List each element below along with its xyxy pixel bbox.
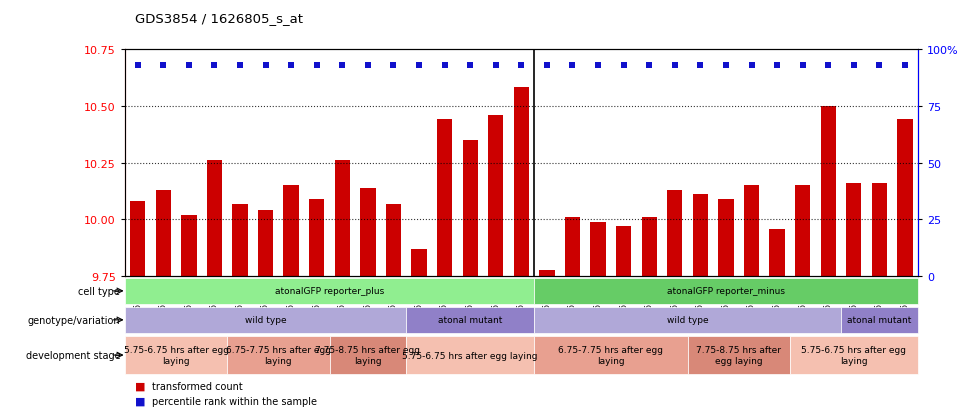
Bar <box>898 120 913 277</box>
Bar <box>514 88 529 277</box>
Bar <box>233 204 248 277</box>
Text: 6.75-7.75 hrs after egg
laying: 6.75-7.75 hrs after egg laying <box>558 346 663 365</box>
Bar <box>872 184 887 277</box>
Bar <box>565 218 580 277</box>
Bar <box>125 278 534 304</box>
Bar <box>795 186 810 277</box>
Bar <box>207 161 222 277</box>
Bar <box>360 188 376 277</box>
Bar <box>330 337 407 374</box>
Text: atonal mutant: atonal mutant <box>848 316 912 325</box>
Text: 5.75-6.75 hrs after egg
laying: 5.75-6.75 hrs after egg laying <box>124 346 229 365</box>
Bar <box>687 337 790 374</box>
Text: 6.75-7.75 hrs after egg
laying: 6.75-7.75 hrs after egg laying <box>226 346 331 365</box>
Bar <box>258 211 273 277</box>
Bar <box>182 216 197 277</box>
Bar <box>693 195 708 277</box>
Text: transformed count: transformed count <box>152 381 242 391</box>
Text: development stage: development stage <box>26 350 120 360</box>
Text: 5.75-6.75 hrs after egg
laying: 5.75-6.75 hrs after egg laying <box>801 346 906 365</box>
Bar <box>790 337 918 374</box>
Bar <box>125 337 227 374</box>
Bar <box>309 199 325 277</box>
Bar <box>385 204 401 277</box>
Text: ■: ■ <box>135 396 145 406</box>
Text: wild type: wild type <box>667 316 708 325</box>
Bar <box>462 140 478 277</box>
Bar <box>125 307 407 333</box>
Bar <box>667 190 682 277</box>
Text: atonalGFP reporter_minus: atonalGFP reporter_minus <box>667 287 785 296</box>
Text: ■: ■ <box>135 381 145 391</box>
Bar <box>770 229 785 277</box>
Bar <box>821 107 836 277</box>
Text: atonal mutant: atonal mutant <box>438 316 503 325</box>
Bar <box>846 184 861 277</box>
Bar <box>590 222 605 277</box>
Bar <box>539 270 554 277</box>
Bar <box>534 337 687 374</box>
Bar <box>334 161 350 277</box>
Bar <box>437 120 453 277</box>
Bar <box>283 186 299 277</box>
Bar <box>411 249 427 277</box>
Bar <box>488 115 504 277</box>
Bar <box>718 199 733 277</box>
Bar <box>534 278 918 304</box>
Bar <box>744 186 759 277</box>
Bar <box>642 218 657 277</box>
Text: 7.75-8.75 hrs after egg
laying: 7.75-8.75 hrs after egg laying <box>315 346 420 365</box>
Text: 5.75-6.75 hrs after egg laying: 5.75-6.75 hrs after egg laying <box>403 351 538 360</box>
Bar <box>407 337 534 374</box>
Text: atonalGFP reporter_plus: atonalGFP reporter_plus <box>275 287 384 296</box>
Text: GDS3854 / 1626805_s_at: GDS3854 / 1626805_s_at <box>135 12 303 25</box>
Bar <box>130 202 145 277</box>
Bar <box>407 307 534 333</box>
Bar <box>227 337 330 374</box>
Text: cell type: cell type <box>78 286 120 296</box>
Bar <box>841 307 918 333</box>
Bar <box>616 227 631 277</box>
Bar <box>156 190 171 277</box>
Text: wild type: wild type <box>245 316 286 325</box>
Text: 7.75-8.75 hrs after
egg laying: 7.75-8.75 hrs after egg laying <box>696 346 781 365</box>
Text: percentile rank within the sample: percentile rank within the sample <box>152 396 317 406</box>
Text: genotype/variation: genotype/variation <box>28 315 120 325</box>
Bar <box>534 307 841 333</box>
